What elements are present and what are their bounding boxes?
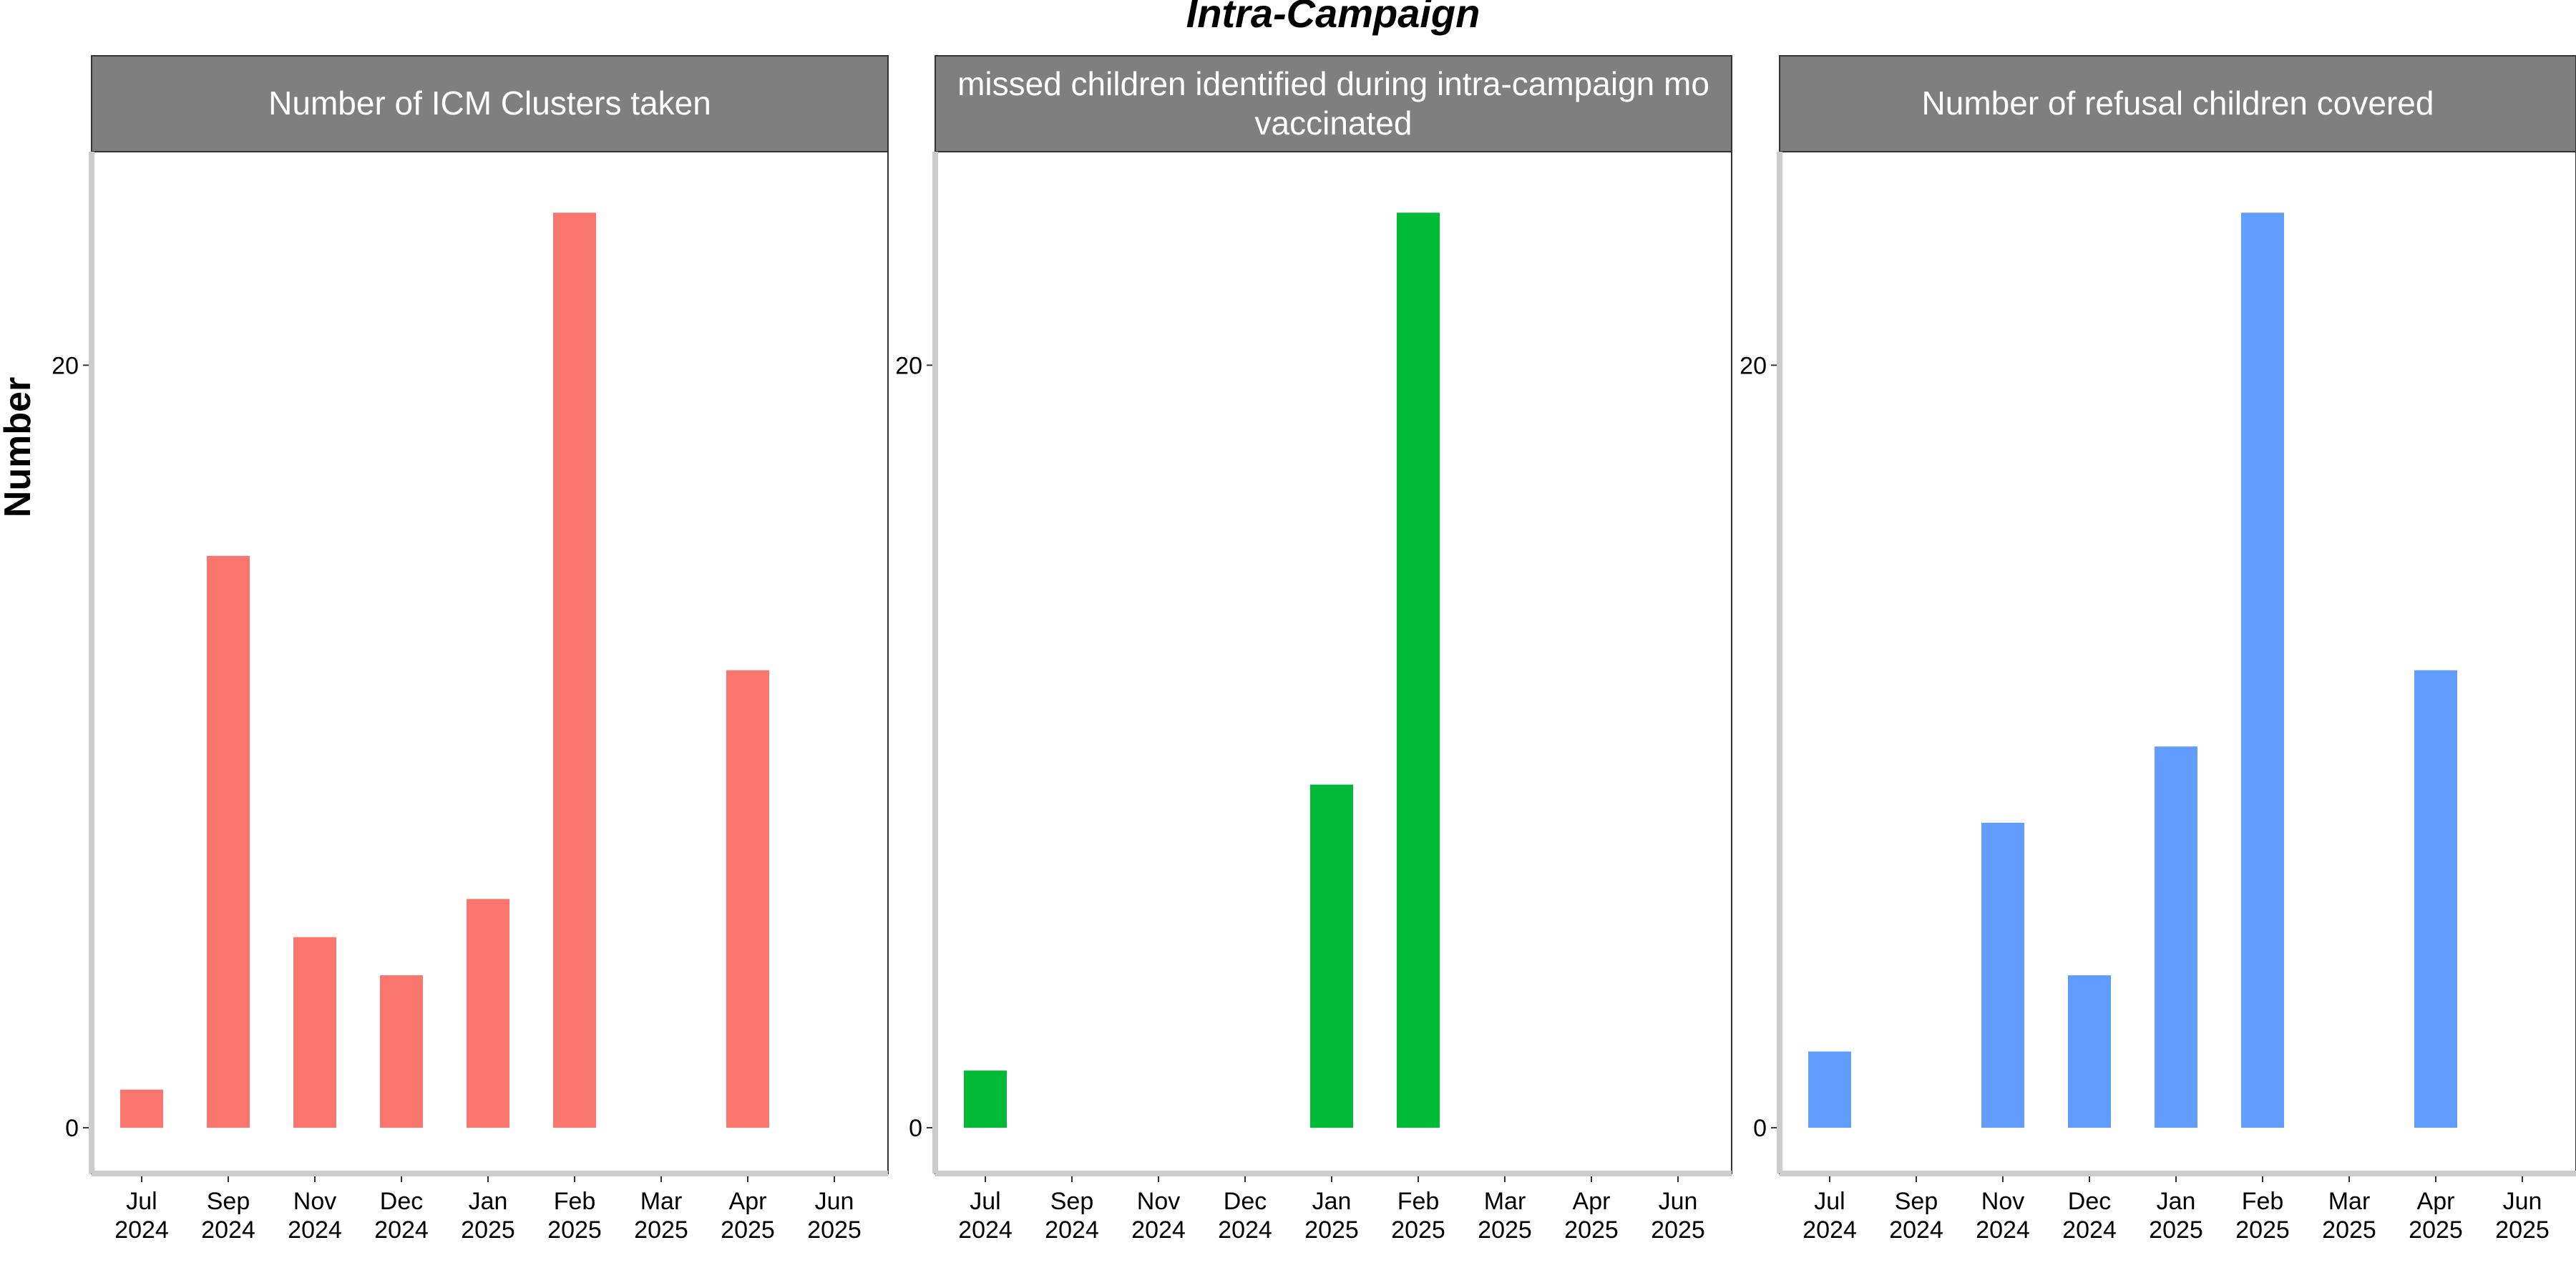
x-tick-label-month: Dec: [380, 1188, 423, 1215]
bar-jan-2025: [2155, 746, 2197, 1128]
panels: Number of ICM Clusters taken020Jul2024Se…: [52, 55, 2576, 1244]
x-tick-label-month: Dec: [1224, 1188, 1267, 1215]
x-tick-label-year: 2024: [288, 1216, 342, 1244]
x-tick-label-month: Nov: [1981, 1188, 2024, 1215]
x-tick-label-month: Sep: [1050, 1188, 1094, 1215]
panel-title-line: Number of ICM Clusters taken: [268, 84, 711, 122]
x-tick-label-year: 2025: [634, 1216, 688, 1244]
x-tick-label-month: Apr: [2417, 1188, 2455, 1215]
x-tick-label-year: 2025: [2322, 1216, 2376, 1244]
y-tick-label: 0: [65, 1115, 79, 1142]
x-tick-label-month: Sep: [1895, 1188, 1938, 1215]
x-tick-label-year: 2025: [2235, 1216, 2290, 1244]
bar-jan-2025: [467, 899, 509, 1128]
panel-title-line: vaccinated: [1255, 104, 1413, 142]
x-tick-label-month: Jun: [2503, 1188, 2542, 1215]
bar-feb-2025: [553, 213, 596, 1128]
x-tick-label-year: 2024: [201, 1216, 255, 1244]
x-tick-label-year: 2025: [1651, 1216, 1705, 1244]
bar-dec-2024: [2068, 975, 2111, 1128]
x-tick-label-year: 2025: [1564, 1216, 1619, 1244]
x-tick-label-month: Nov: [1137, 1188, 1180, 1215]
bar-apr-2025: [726, 670, 769, 1128]
bar-jul-2024: [120, 1089, 163, 1128]
x-tick-label-year: 2024: [1218, 1216, 1272, 1244]
x-tick-label-month: Jan: [1312, 1188, 1352, 1215]
panel-strip-text: missed children identified during intra-…: [957, 65, 1709, 142]
x-tick-label-month: Apr: [1573, 1188, 1611, 1215]
x-tick-label-year: 2024: [114, 1216, 169, 1244]
bar-jul-2024: [1808, 1051, 1851, 1128]
chart-title: Intra-Campaign: [1186, 0, 1480, 36]
bar-feb-2025: [1397, 213, 1440, 1128]
panel-strip: [91, 55, 889, 152]
bar-nov-2024: [1981, 822, 2024, 1128]
x-tick-label-year: 2025: [1304, 1216, 1359, 1244]
bar-jul-2024: [964, 1070, 1007, 1128]
x-tick-label-year: 2024: [2062, 1216, 2117, 1244]
y-tick-label: 20: [895, 352, 922, 379]
bar-jan-2025: [1310, 784, 1353, 1128]
bar-dec-2024: [380, 975, 423, 1128]
panel-title-line: Number of refusal children covered: [1922, 84, 2434, 122]
x-tick-label-year: 2025: [1391, 1216, 1445, 1244]
panel-strip-text: Number of refusal children covered: [1922, 84, 2434, 122]
x-tick-label-year: 2024: [1802, 1216, 1857, 1244]
panel-strip: [935, 55, 1732, 152]
x-tick-label-month: Jun: [1659, 1188, 1698, 1215]
x-tick-label-month: Jul: [1814, 1188, 1845, 1215]
x-tick-label-month: Mar: [1484, 1188, 1526, 1215]
panel-strip-text: Number of ICM Clusters taken: [268, 84, 711, 122]
x-tick-label-month: Sep: [207, 1188, 250, 1215]
x-tick-label-month: Feb: [554, 1188, 596, 1215]
y-tick-label: 20: [52, 352, 79, 379]
x-tick-label-year: 2025: [1478, 1216, 1532, 1244]
x-tick-label-month: Mar: [2328, 1188, 2371, 1215]
x-tick-label-year: 2024: [1976, 1216, 2030, 1244]
panel-title-line: missed children identified during intra-…: [957, 65, 1709, 102]
x-tick-label-month: Jan: [2157, 1188, 2196, 1215]
x-tick-label-year: 2025: [2149, 1216, 2203, 1244]
x-tick-label-year: 2024: [374, 1216, 429, 1244]
bar-nov-2024: [293, 937, 336, 1128]
x-tick-label-month: Nov: [293, 1188, 336, 1215]
x-tick-label-year: 2025: [2495, 1216, 2550, 1244]
y-tick-label: 0: [1753, 1115, 1767, 1142]
y-tick-label: 20: [1740, 352, 1767, 379]
x-tick-label-year: 2025: [2409, 1216, 2463, 1244]
x-tick-label-month: Feb: [2242, 1188, 2284, 1215]
x-tick-label-month: Jul: [126, 1188, 157, 1215]
x-tick-label-month: Apr: [729, 1188, 767, 1215]
x-tick-label-year: 2024: [1131, 1216, 1186, 1244]
panel-strip: [1779, 55, 2576, 152]
bar-feb-2025: [2241, 213, 2284, 1128]
panel-1: Number of ICM Clusters taken020Jul2024Se…: [52, 55, 889, 1244]
y-axis-label: Number: [0, 377, 39, 517]
x-tick-label-month: Jan: [469, 1188, 508, 1215]
x-tick-label-year: 2025: [547, 1216, 602, 1244]
x-tick-label-year: 2025: [807, 1216, 862, 1244]
y-tick-label: 0: [909, 1115, 922, 1142]
x-tick-label-month: Jun: [815, 1188, 854, 1215]
panel-3: Number of refusal children covered 0 20 Jul…: [1740, 55, 2576, 1244]
x-tick-label-year: 2024: [1045, 1216, 1099, 1244]
x-tick-label-month: Dec: [2068, 1188, 2111, 1215]
x-tick-label-month: Jul: [970, 1188, 1000, 1215]
x-tick-label-year: 2024: [1889, 1216, 1943, 1244]
x-tick-label-year: 2024: [958, 1216, 1013, 1244]
x-tick-label-year: 2025: [721, 1216, 775, 1244]
x-tick-label-month: Feb: [1397, 1188, 1440, 1215]
x-tick-label-month: Mar: [640, 1188, 683, 1215]
x-tick-label-year: 2025: [461, 1216, 515, 1244]
bar-apr-2025: [2414, 670, 2457, 1128]
panel-2: missed children identified during intra-…: [895, 55, 1732, 1244]
bar-sep-2024: [207, 555, 250, 1128]
